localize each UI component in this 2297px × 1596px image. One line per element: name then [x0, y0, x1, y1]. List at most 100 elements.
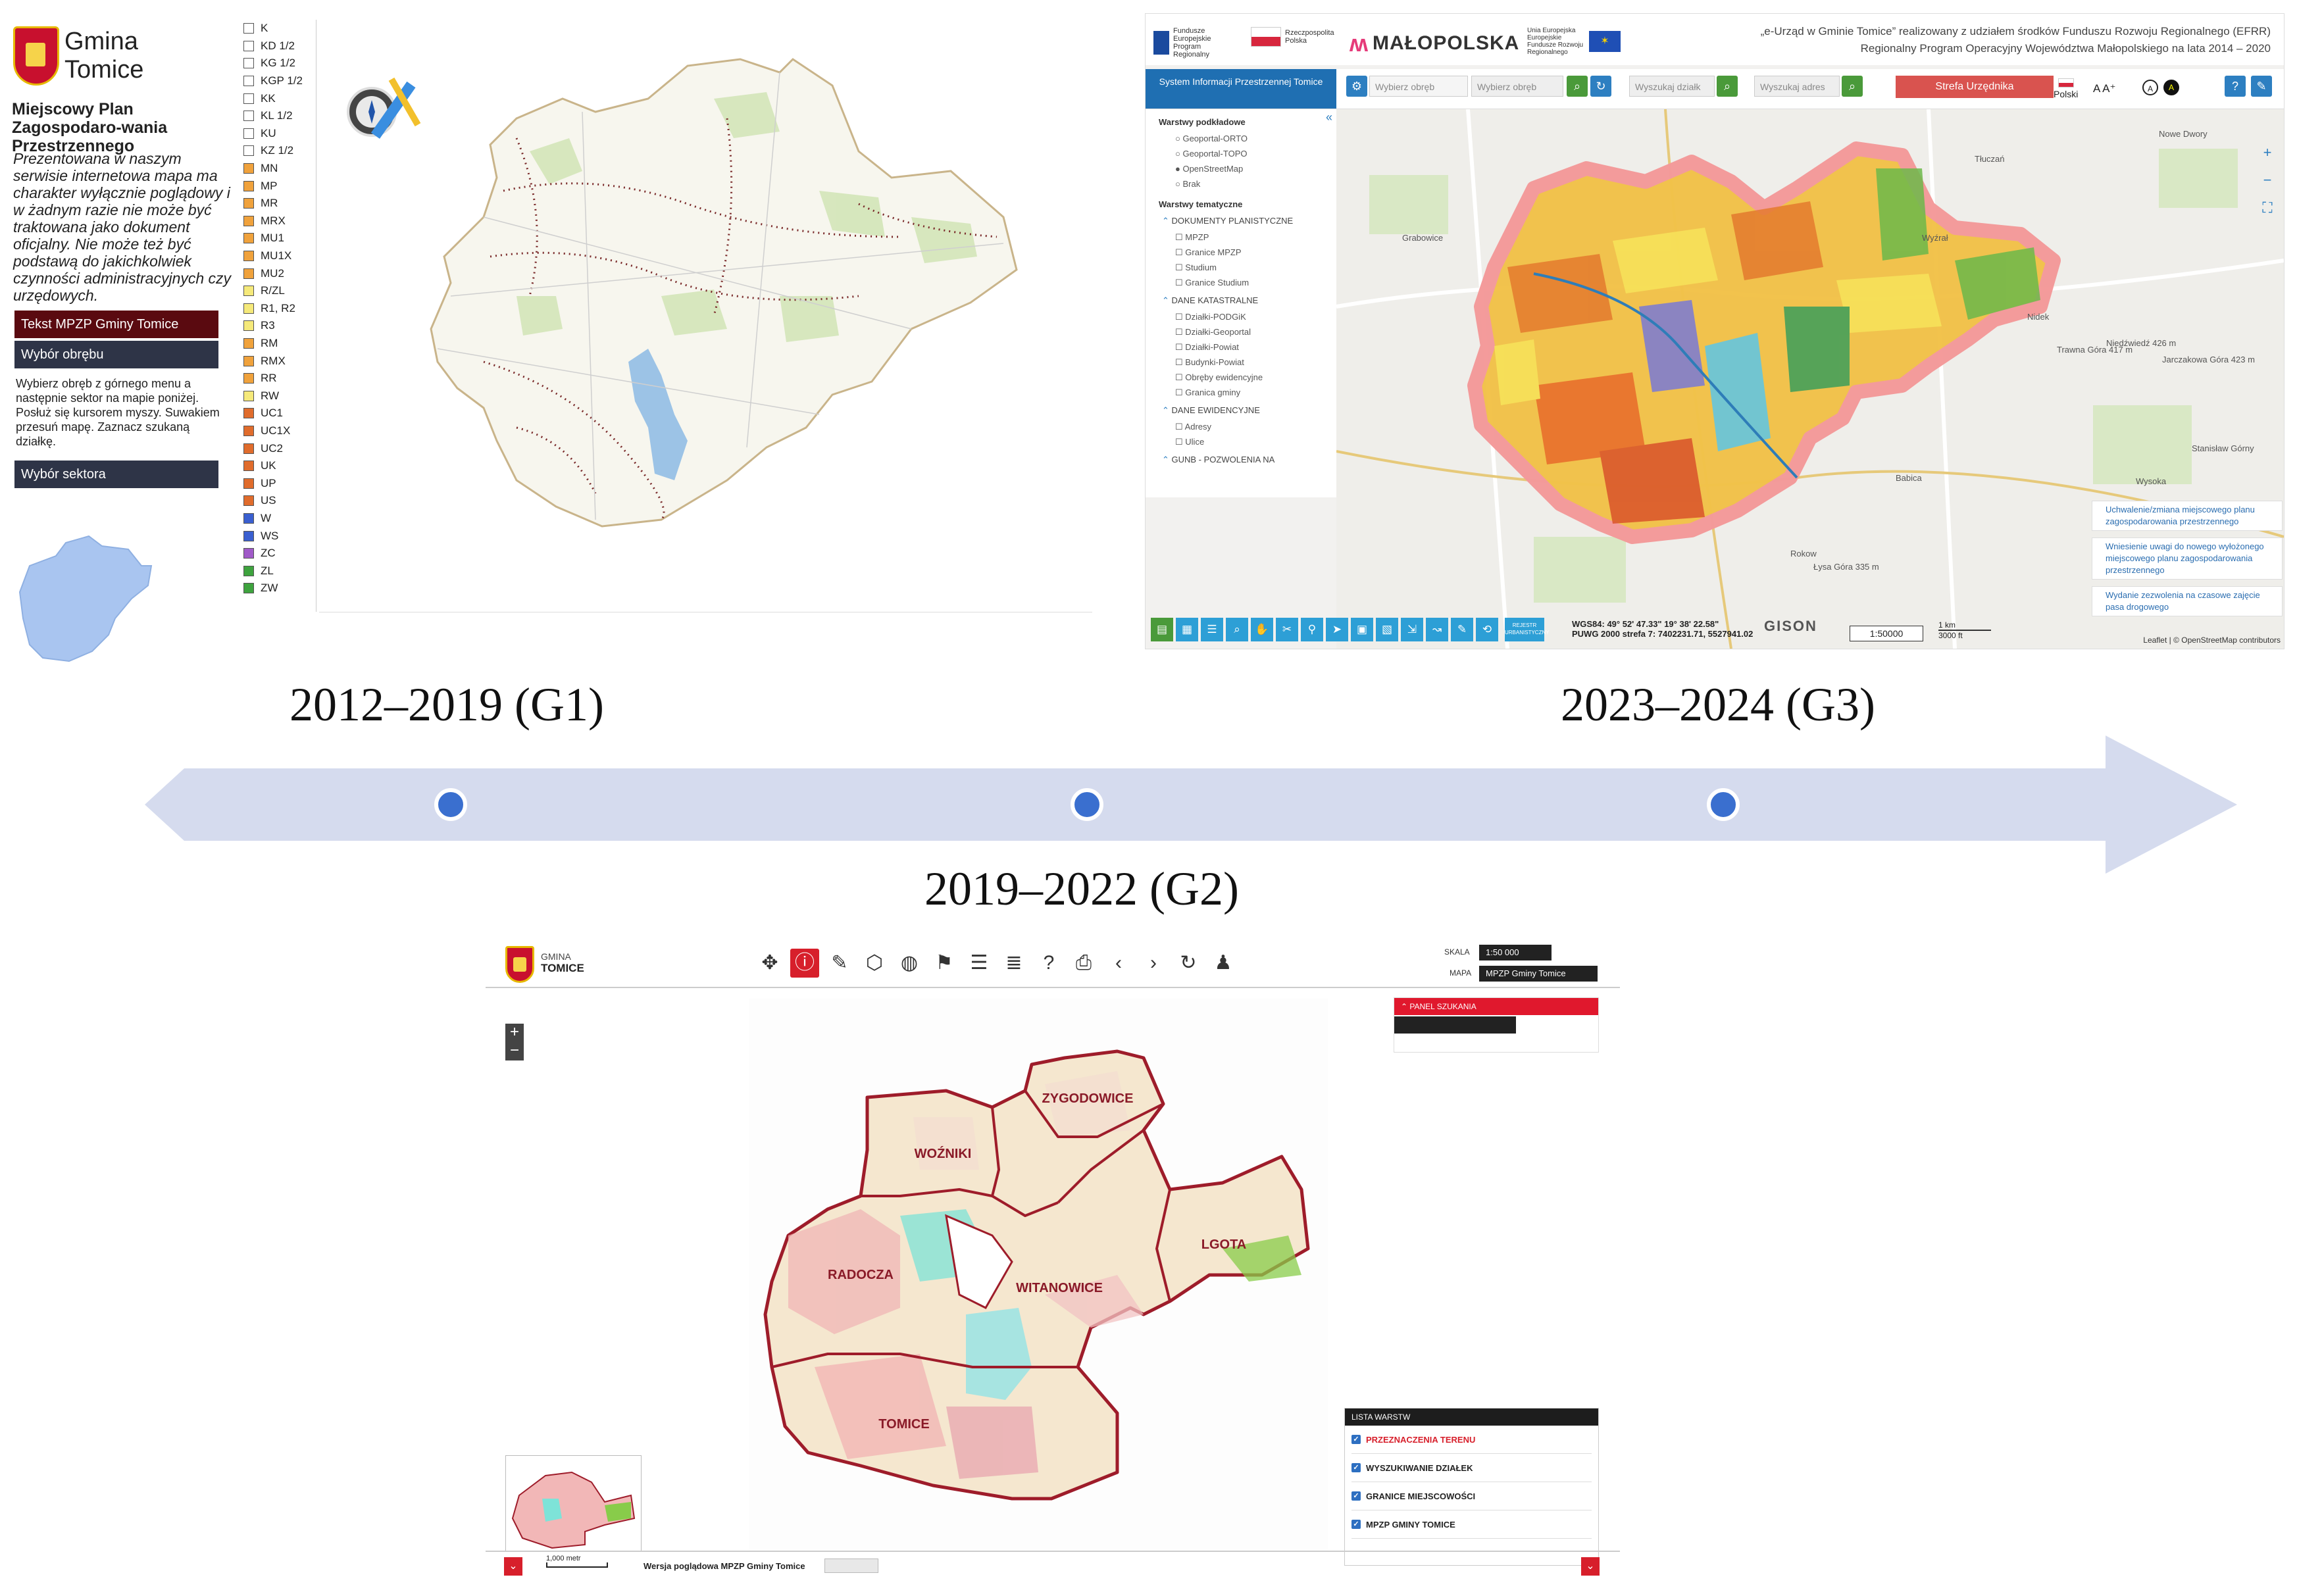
polygon-icon[interactable]: ⬡ [865, 952, 884, 974]
contrast-light-icon[interactable]: A [2142, 80, 2158, 95]
zoom-out-button[interactable]: − [509, 1041, 519, 1059]
layers-toggle-icon[interactable]: ⚙ [1346, 76, 1367, 97]
refresh-icon[interactable]: ↻ [1180, 952, 1197, 974]
contrast-dark-icon[interactable]: A [2163, 80, 2179, 95]
base-layer-radio[interactable]: ● OpenStreetMap [1175, 161, 1336, 176]
layer-checkbox[interactable]: ☐ Działki-Powiat [1175, 339, 1336, 355]
select-precinct-button[interactable]: Wybór obrębu [14, 341, 218, 368]
crop-icon[interactable]: ✂ [1276, 618, 1298, 641]
layer-group[interactable]: ⌃ DANE EWIDENCYJNE [1162, 403, 1336, 418]
pin-icon[interactable]: ⚲ [1301, 618, 1323, 641]
checkbox-icon[interactable]: ✓ [1351, 1435, 1361, 1444]
table-icon[interactable]: ▦ [1176, 618, 1198, 641]
checkbox-icon[interactable]: ✓ [1351, 1463, 1361, 1472]
route-icon[interactable]: ↝ [1426, 618, 1448, 641]
refresh-icon[interactable]: ↻ [1590, 76, 1611, 97]
official-zone-button[interactable]: Strefa Urzędnika [1896, 76, 2054, 98]
globe-icon[interactable]: ◍ [900, 952, 919, 974]
scale-value[interactable]: 1:50 000 [1479, 945, 1552, 960]
base-layer-radio[interactable]: ○ Geoportal-ORTO [1175, 131, 1336, 146]
g2-mpzp-map[interactable]: WOŹNIKI ZYGODOWICE RADOCZA WITANOWICE LG… [749, 999, 1328, 1551]
hand-icon[interactable]: ✋ [1251, 618, 1273, 641]
overview-minimap[interactable] [505, 1455, 642, 1552]
contrast-icons[interactable]: A A [2142, 80, 2179, 95]
procedure-link[interactable]: Wydanie zezwolenia na czasowe zajęcie pa… [2092, 586, 2283, 616]
map-attribution[interactable]: Leaflet | © OpenStreetMap contributors [2143, 636, 2281, 645]
book-icon[interactable]: ▣ [1351, 618, 1373, 641]
search-icon[interactable]: ⌕ [1226, 618, 1248, 641]
layer-toggle[interactable]: ✓ WYSZUKIWANIE DZIAŁEK [1351, 1454, 1592, 1482]
layer-checkbox[interactable]: ☐ Granice MPZP [1175, 245, 1336, 260]
layer-toggle[interactable]: ✓ MPZP GMINY TOMICE [1351, 1510, 1592, 1539]
collapse-panel-icon[interactable]: « [1325, 111, 1332, 124]
search-panel-field[interactable] [1394, 1016, 1516, 1034]
list-icon[interactable]: ☰ [970, 952, 988, 974]
checkbox-icon[interactable]: ✓ [1351, 1520, 1361, 1529]
zoom-out-button[interactable]: − [2263, 172, 2272, 188]
map-icon[interactable]: ▧ [1376, 618, 1398, 641]
zoom-in-button[interactable]: + [2263, 144, 2272, 161]
sector-minimap[interactable] [16, 520, 161, 664]
back-icon[interactable]: ‹ [1115, 952, 1122, 974]
navigate-icon[interactable]: ➤ [1326, 618, 1348, 641]
parcel-search-icon[interactable]: ⌕ [1717, 76, 1738, 97]
layer-group[interactable]: ⌃ DANE KATASTRALNE [1162, 293, 1336, 308]
base-layer-radio[interactable]: ○ Geoportal-TOPO [1175, 146, 1336, 161]
map-select[interactable]: MPZP Gminy Tomice [1479, 966, 1598, 982]
ruler-icon[interactable]: ⇲ [1401, 618, 1423, 641]
g3-zoom-controls[interactable]: + − ⛶ [2254, 139, 2281, 222]
address-search-input[interactable]: Wyszukaj adres [1754, 76, 1840, 97]
layer-checkbox[interactable]: ☐ MPZP [1175, 230, 1336, 245]
scale-select[interactable]: 1:50000 [1850, 626, 1923, 641]
layer-checkbox[interactable]: ☐ Ulice [1175, 434, 1336, 449]
layer-checkbox[interactable]: ☐ Obręby ewidencyjne [1175, 370, 1336, 385]
pan-icon[interactable]: ✥ [761, 952, 778, 974]
expand-down-icon[interactable]: ⌄ [504, 1557, 522, 1576]
layer-checkbox[interactable]: ☐ Działki-PODGiK [1175, 309, 1336, 324]
layer-toggle[interactable]: ✓ GRANICE MIEJSCOWOŚCI [1351, 1482, 1592, 1510]
fullscreen-icon[interactable]: ⛶ [2262, 199, 2273, 216]
layer-group[interactable]: ⌃ GUNB - POZWOLENIA NA [1162, 452, 1336, 467]
layer-toggle[interactable]: ✓ PRZEZNACZENIA TERENU [1351, 1426, 1592, 1454]
layer-checkbox[interactable]: ☐ Granice Studium [1175, 275, 1336, 290]
g1-map-tools[interactable] [342, 66, 434, 145]
search-icon[interactable]: ⌕ [1567, 76, 1588, 97]
g1-zoning-map[interactable] [319, 20, 1092, 612]
layer-checkbox[interactable]: ☐ Adresy [1175, 419, 1336, 434]
forward-icon[interactable]: › [1150, 952, 1157, 974]
procedure-link[interactable]: Wniesienie uwagi do nowego wyłożonego mi… [2092, 537, 2283, 580]
gmina-logo[interactable]: Gmina Tomice [13, 20, 224, 92]
tools-icon[interactable]: ✎ [2251, 76, 2272, 97]
help-icon[interactable]: ? [1043, 952, 1055, 974]
procedure-link[interactable]: Uchwalenie/zmiana miejscowego planu zago… [2092, 501, 2283, 531]
zoom-in-button[interactable]: + [509, 1023, 519, 1041]
measure-icon[interactable]: ⟲ [1476, 618, 1498, 641]
layer-group[interactable]: ⌃ DOKUMENTY PLANISTYCZNE [1162, 213, 1336, 228]
draw-icon[interactable]: ✎ [1451, 618, 1473, 641]
precinct-select[interactable]: Wybierz obręb [1369, 76, 1468, 97]
list-icon[interactable]: ☰ [1201, 618, 1223, 641]
mpzp-text-button[interactable]: Tekst MPZP Gminy Tomice [14, 311, 218, 338]
flag-icon[interactable]: ⚑ [935, 952, 953, 974]
precinct-select-2[interactable]: Wybierz obręb [1471, 76, 1563, 97]
expand-down-icon-right[interactable]: ⌄ [1581, 1557, 1600, 1576]
g2-logo[interactable] [505, 946, 534, 983]
layer-checkbox[interactable]: ☐ Działki-Geoportal [1175, 324, 1336, 339]
print-icon[interactable]: ⎙ [1076, 952, 1092, 974]
numbered-list-icon[interactable]: ≣ [1005, 952, 1022, 974]
address-search-icon[interactable]: ⌕ [1842, 76, 1863, 97]
draw-line-icon[interactable]: ✎ [831, 952, 848, 974]
layer-checkbox[interactable]: ☐ Budynki-Powiat [1175, 355, 1336, 370]
urban-register-button[interactable]: REJESTR URBANISTYCZNY [1505, 618, 1550, 641]
info-icon[interactable]: ⓘ [790, 949, 819, 978]
checkbox-icon[interactable]: ✓ [1351, 1491, 1361, 1501]
layers-icon[interactable]: ▤ [1151, 618, 1173, 641]
layer-checkbox[interactable]: ☐ Studium [1175, 260, 1336, 275]
language-select[interactable]: Polski [2054, 78, 2078, 99]
layer-checkbox[interactable]: ☐ Granica gminy [1175, 385, 1336, 400]
font-size-control[interactable]: A A⁺ [2093, 82, 2116, 95]
select-sector-button[interactable]: Wybór sektora [14, 461, 218, 488]
base-layer-radio[interactable]: ○ Brak [1175, 176, 1336, 191]
help-icon[interactable]: ? [2225, 76, 2246, 97]
user-icon[interactable]: ♟ [1214, 952, 1232, 974]
